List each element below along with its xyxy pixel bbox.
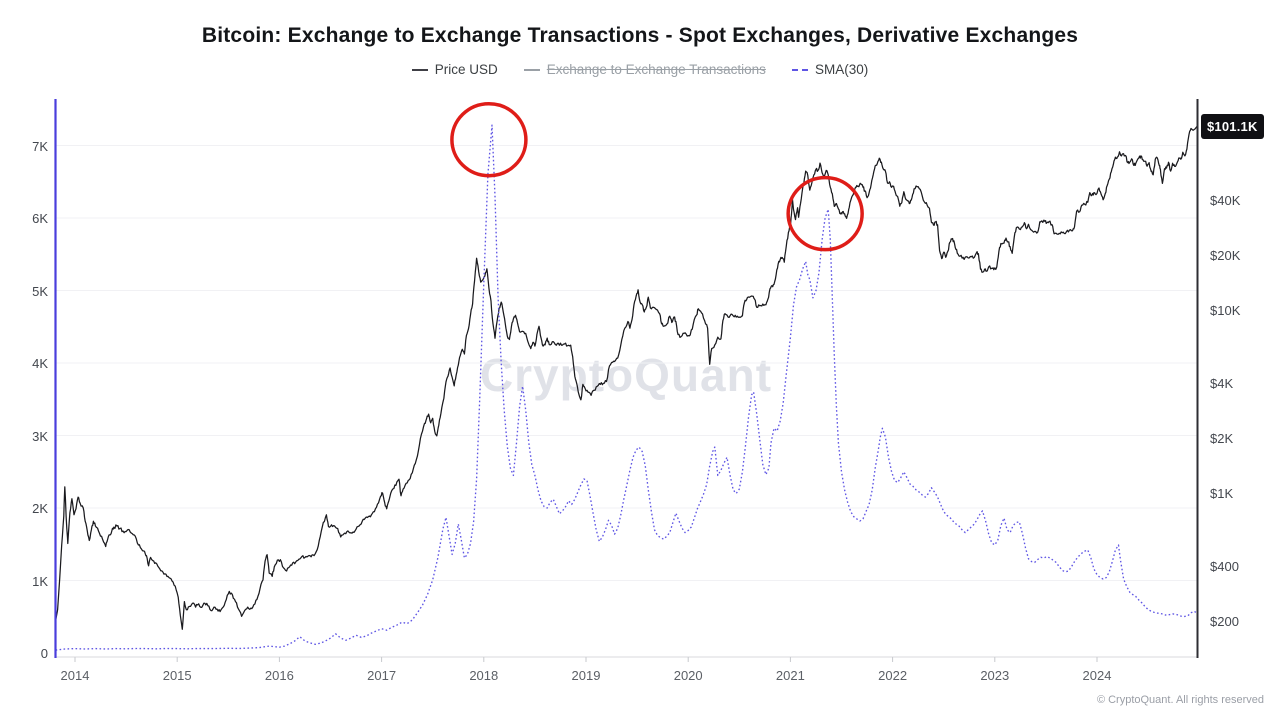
right-axis-tick-label: $400 xyxy=(1210,558,1239,574)
legend-label: Exchange to Exchange Transactions xyxy=(546,62,766,77)
last-price-badge: $101.1K xyxy=(1201,114,1264,139)
right-axis-tick-label: $10K xyxy=(1210,303,1241,318)
legend-item-exchange-to-exchange[interactable]: Exchange to Exchange Transactions xyxy=(523,62,766,77)
solid-line-marker-icon xyxy=(523,68,540,71)
left-axis-tick-label: 1K xyxy=(32,573,48,589)
legend: Price USD Exchange to Exchange Transacti… xyxy=(0,62,1280,77)
legend-label: SMA(30) xyxy=(814,62,869,77)
page-title: Bitcoin: Exchange to Exchange Transactio… xyxy=(201,24,1079,47)
x-axis-tick-label: 2020 xyxy=(673,668,703,683)
dashed-line-marker-icon xyxy=(791,68,808,71)
price-line xyxy=(54,125,1198,630)
x-axis-tick-label: 2019 xyxy=(571,668,601,683)
x-axis-tick-label: 2023 xyxy=(980,668,1010,683)
right-axis-tick-label: $20K xyxy=(1210,247,1241,263)
left-axis-tick-label: 7K xyxy=(32,138,48,154)
right-axis-tick-label: $40K xyxy=(1210,192,1241,208)
solid-line-marker-icon xyxy=(411,68,428,71)
sma-line xyxy=(55,124,1198,651)
x-axis-tick-label: 2022 xyxy=(878,668,908,683)
legend-label: Price USD xyxy=(434,62,498,77)
left-axis-tick-label: 4K xyxy=(32,356,48,371)
right-axis-tick-label: $4K xyxy=(1210,375,1234,391)
right-axis-tick-label: $200 xyxy=(1210,613,1239,629)
left-axis-tick-label: 3K xyxy=(32,428,48,444)
left-axis-tick-label: 6K xyxy=(32,211,48,226)
x-axis-tick-label: 2016 xyxy=(264,668,294,683)
right-axis-tick-label: $1K xyxy=(1210,486,1234,501)
annotation-circle xyxy=(450,101,528,178)
x-axis-tick-label: 2024 xyxy=(1082,668,1112,683)
legend-item-sma30[interactable]: SMA(30) xyxy=(791,62,869,77)
left-axis-tick-label: 0 xyxy=(40,646,48,661)
x-axis-tick-label: 2017 xyxy=(367,668,397,683)
x-axis-tick-label: 2015 xyxy=(162,668,192,683)
x-axis-tick-label: 2021 xyxy=(775,668,805,683)
legend-item-price-usd[interactable]: Price USD xyxy=(411,62,498,77)
right-axis-tick-label: $2K xyxy=(1210,430,1234,446)
annotation-circle xyxy=(786,175,864,252)
left-axis-tick-label: 2K xyxy=(32,501,48,516)
copyright-note: © CryptoQuant. All rights reserved xyxy=(1096,694,1264,706)
x-axis-tick-label: 2018 xyxy=(469,668,499,683)
x-axis-tick-label: 2014 xyxy=(60,668,90,683)
left-axis-tick-label: 5K xyxy=(32,283,48,299)
